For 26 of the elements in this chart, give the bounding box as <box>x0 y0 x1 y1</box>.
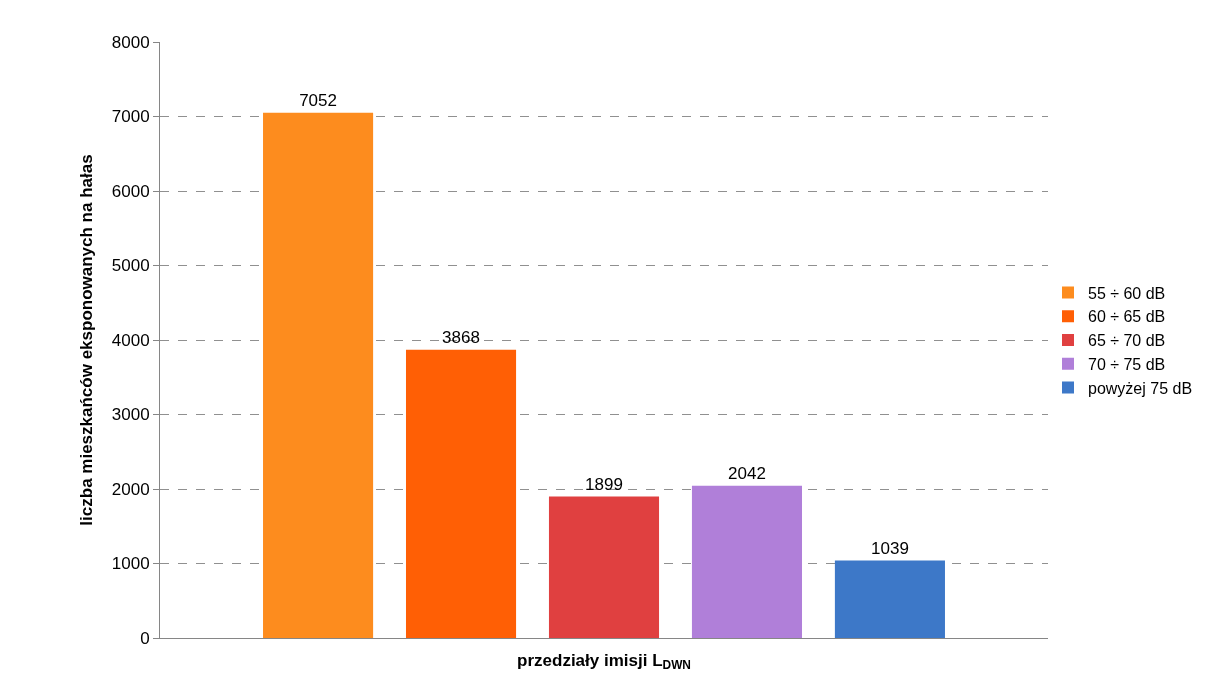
y-axis-title: liczba mieszkańców eksponowanych na hałas <box>77 154 97 526</box>
bar <box>405 349 517 638</box>
data-label: 7052 <box>299 90 337 110</box>
y-tick-label: 3000 <box>111 405 150 425</box>
x-axis-title: przedziały imisji L$_{DWN}$ <box>517 650 691 673</box>
y-tick-label: 0 <box>140 628 150 648</box>
legend-label: 65 ÷ 70 dB <box>1088 332 1166 350</box>
y-tick-label: 7000 <box>111 107 150 127</box>
data-label: 3868 <box>442 327 480 347</box>
y-tick-label: 5000 <box>111 256 150 276</box>
data-label: 1899 <box>585 474 623 494</box>
y-tick-label: 4000 <box>111 330 150 350</box>
data-label: 2042 <box>728 463 766 483</box>
legend-label: 70 ÷ 75 dB <box>1088 356 1166 374</box>
y-tick-label: 1000 <box>111 554 150 574</box>
bar <box>691 485 803 638</box>
bar <box>834 560 945 638</box>
legend-label: powyżej 75 dB <box>1088 379 1193 397</box>
bar <box>263 112 374 638</box>
y-tick-label: 6000 <box>111 181 150 201</box>
y-tick-label: 2000 <box>111 479 150 499</box>
legend-label: 55 ÷ 60 dB <box>1088 284 1166 302</box>
y-tick-label: 8000 <box>111 32 150 52</box>
data-label: 1039 <box>871 538 909 558</box>
legend-label: 60 ÷ 65 dB <box>1088 308 1166 326</box>
bar <box>548 496 660 638</box>
